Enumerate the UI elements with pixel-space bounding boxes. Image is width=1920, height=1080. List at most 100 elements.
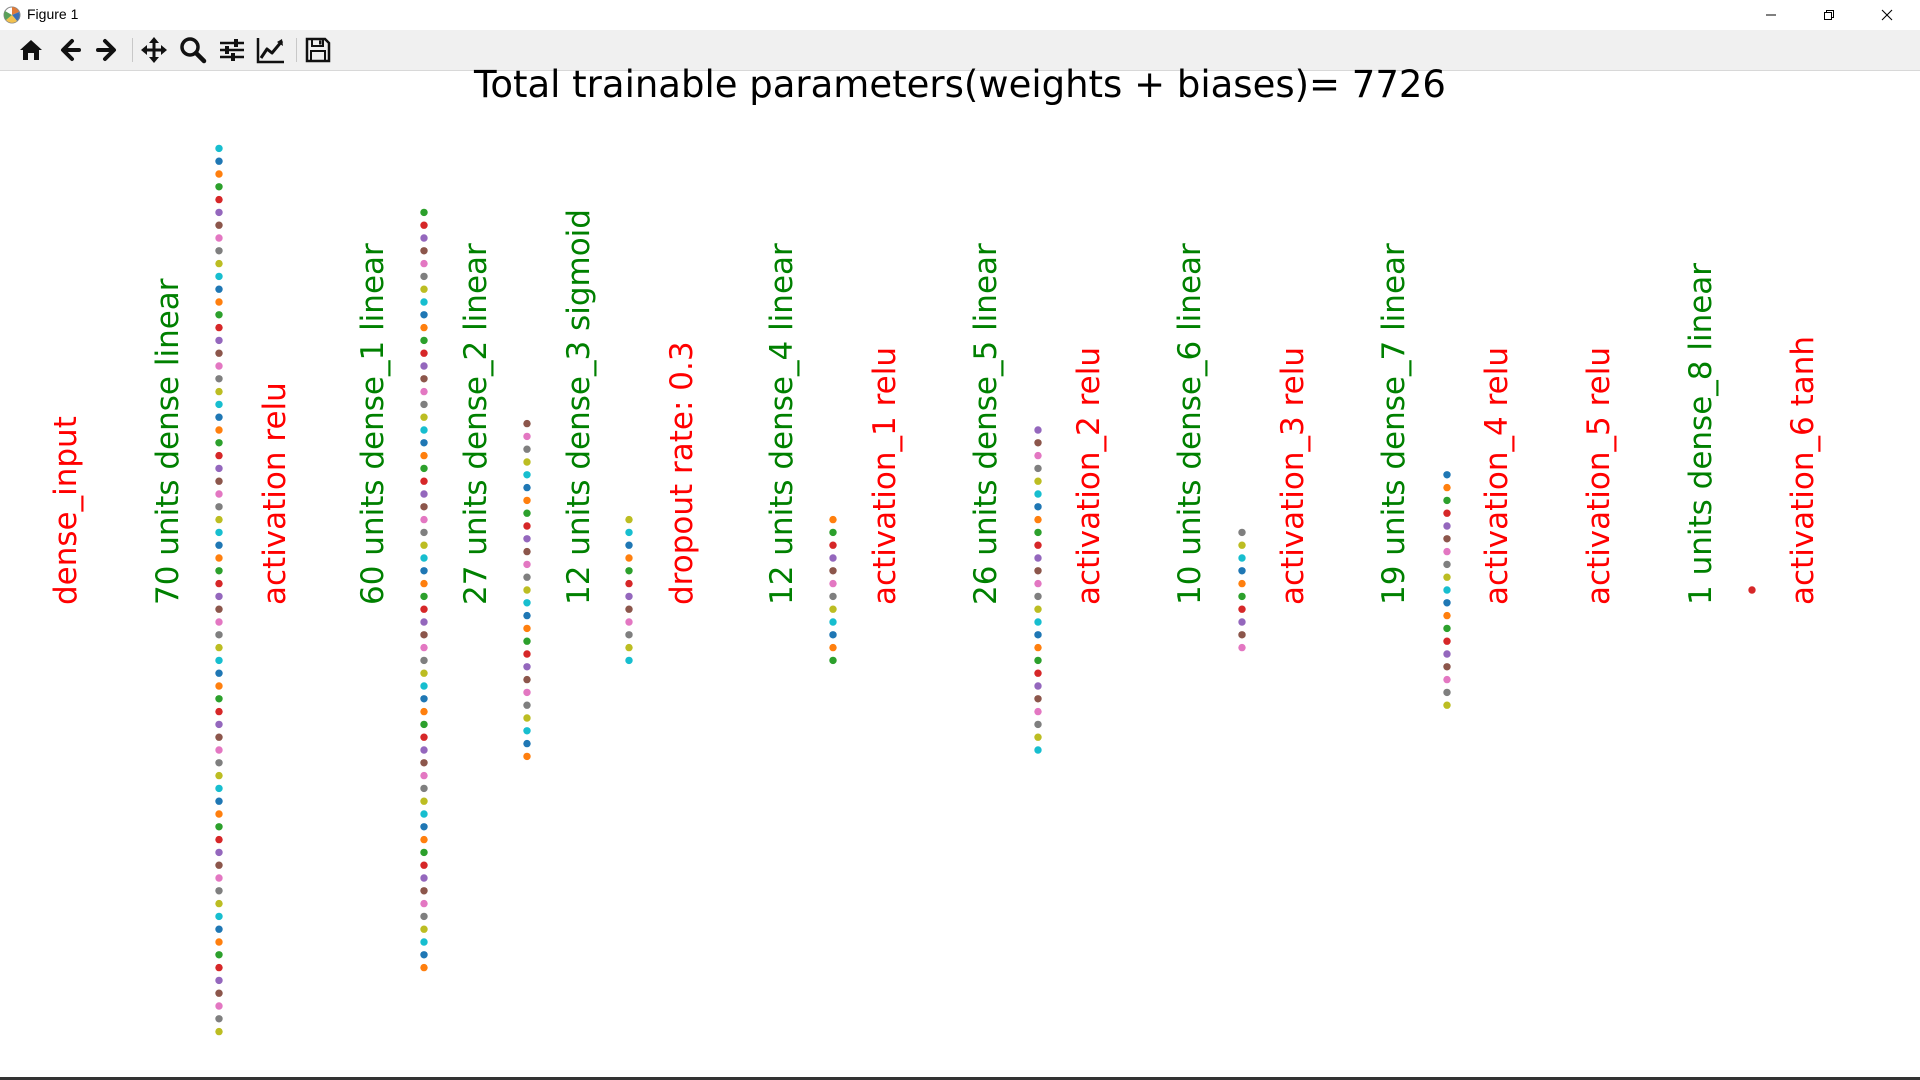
pan-button[interactable] xyxy=(137,33,171,67)
navigation-toolbar xyxy=(0,30,1920,71)
neuron-node xyxy=(829,643,837,652)
neuron-node xyxy=(215,349,223,357)
neuron-node xyxy=(523,599,531,607)
neuron-node xyxy=(420,861,428,869)
neuron-node xyxy=(1443,701,1451,709)
forward-button[interactable] xyxy=(90,33,124,67)
neuron-node xyxy=(1034,426,1042,434)
neuron-node xyxy=(420,592,428,601)
axes-button[interactable] xyxy=(254,33,288,67)
neuron-node xyxy=(215,951,223,959)
neuron-node xyxy=(420,682,428,690)
neuron-node xyxy=(420,349,428,357)
move-icon xyxy=(141,37,167,63)
neuron-node xyxy=(1034,528,1042,537)
neuron-node xyxy=(215,311,223,319)
neuron-node xyxy=(1238,643,1246,652)
neuron-node xyxy=(215,272,223,281)
neuron-node xyxy=(215,234,223,242)
neuron-node xyxy=(1443,611,1451,620)
neuron-node xyxy=(420,579,428,588)
neuron-node xyxy=(625,618,633,626)
neuron-node xyxy=(215,285,223,293)
neuron-node xyxy=(1034,477,1042,485)
neuron-node xyxy=(420,259,428,268)
neuron-node xyxy=(1443,522,1451,530)
title-bar: Figure 1 xyxy=(0,0,1920,30)
neuron-node xyxy=(215,720,223,729)
neuron-node xyxy=(829,579,837,588)
zoom-button[interactable] xyxy=(176,33,210,67)
neuron-node xyxy=(1034,707,1042,716)
neuron-node xyxy=(420,951,428,959)
neuron-node xyxy=(1034,720,1042,729)
neuron-node xyxy=(829,605,837,613)
neuron-node xyxy=(420,835,428,844)
floppy-icon xyxy=(305,37,331,63)
neuron-node xyxy=(1034,695,1042,703)
neuron-node xyxy=(523,714,531,722)
neuron-node xyxy=(1238,605,1246,613)
neuron-node xyxy=(215,554,223,562)
neuron-node xyxy=(215,874,223,882)
neuron-node xyxy=(215,1027,223,1036)
neuron-node xyxy=(420,451,428,460)
neuron-node xyxy=(215,247,223,255)
neuron-node xyxy=(215,810,223,818)
neuron-node xyxy=(215,503,223,511)
neuron-node xyxy=(523,560,531,569)
neuron-node xyxy=(523,483,531,492)
neuron-node xyxy=(215,387,223,396)
subplots-button[interactable] xyxy=(215,33,249,67)
neuron-node xyxy=(1034,554,1042,562)
neuron-node xyxy=(523,522,531,530)
neuron-node xyxy=(1443,586,1451,594)
neuron-node xyxy=(215,451,223,460)
home-button[interactable] xyxy=(14,33,48,67)
neuron-node xyxy=(215,195,223,204)
neuron-node xyxy=(625,592,633,601)
neuron-node xyxy=(215,362,223,370)
neuron-node xyxy=(215,221,223,229)
neuron-node xyxy=(215,759,223,767)
neuron-node xyxy=(625,567,633,575)
restore-button[interactable] xyxy=(1800,0,1858,30)
neuron-node xyxy=(523,509,531,517)
neuron-node xyxy=(1443,663,1451,671)
back-button[interactable] xyxy=(53,33,87,67)
neuron-node xyxy=(215,963,223,972)
neuron-node xyxy=(1034,451,1042,460)
figure-canvas xyxy=(0,71,1920,1077)
neuron-node xyxy=(420,221,428,229)
neuron-node xyxy=(523,496,531,505)
neuron-node xyxy=(1238,541,1246,549)
neuron-node xyxy=(829,515,837,524)
toolbar-separator xyxy=(132,38,133,62)
neuron-node xyxy=(829,554,837,562)
neuron-node xyxy=(420,746,428,754)
neuron-node xyxy=(829,567,837,575)
neuron-node xyxy=(1443,688,1451,697)
neuron-node xyxy=(215,848,223,857)
minimize-button[interactable] xyxy=(1742,0,1800,30)
neuron-node xyxy=(420,733,428,741)
neuron-node xyxy=(1034,746,1042,754)
neuron-node xyxy=(420,567,428,575)
neuron-node xyxy=(1443,496,1451,505)
neuron-node xyxy=(625,643,633,652)
neuron-node xyxy=(625,579,633,588)
neuron-node xyxy=(1034,464,1042,473)
neuron-node xyxy=(420,810,428,818)
neuron-node xyxy=(625,605,633,613)
neuron-node xyxy=(420,208,428,217)
close-button[interactable] xyxy=(1858,0,1916,30)
toolbar-separator xyxy=(296,38,297,62)
save-button[interactable] xyxy=(301,33,335,67)
neuron-node xyxy=(215,413,223,421)
neuron-node xyxy=(1238,592,1246,601)
neuron-node xyxy=(1238,579,1246,588)
neuron-node xyxy=(1034,605,1042,613)
neuron-node xyxy=(1034,439,1042,447)
neuron-node xyxy=(420,554,428,562)
neuron-node xyxy=(1034,592,1042,601)
